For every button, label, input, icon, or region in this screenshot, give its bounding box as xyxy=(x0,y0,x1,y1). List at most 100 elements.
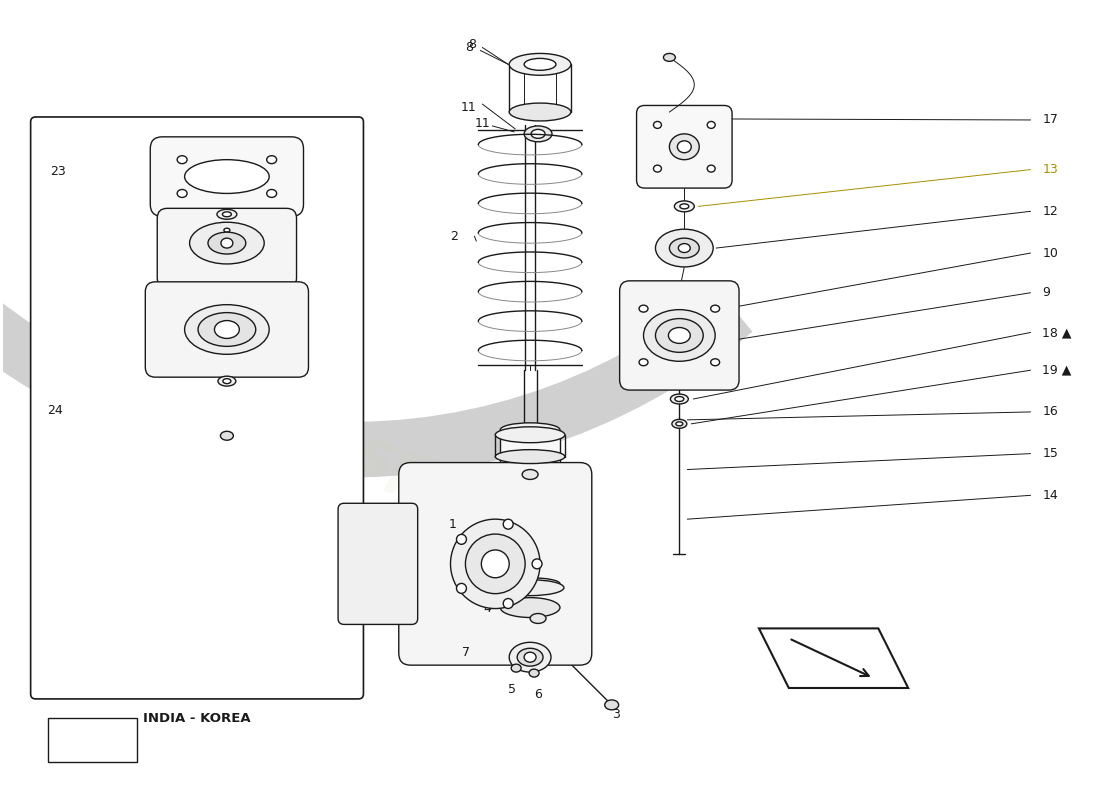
Text: a supplier for parts: a supplier for parts xyxy=(156,512,393,606)
Ellipse shape xyxy=(670,394,689,404)
Ellipse shape xyxy=(495,427,565,442)
Ellipse shape xyxy=(217,210,236,219)
Text: 19 ▲: 19 ▲ xyxy=(1043,364,1071,377)
Text: 4: 4 xyxy=(483,602,492,615)
Text: 13: 13 xyxy=(1043,163,1058,176)
Ellipse shape xyxy=(495,450,565,463)
Ellipse shape xyxy=(707,122,715,128)
Ellipse shape xyxy=(224,228,230,232)
Text: 8: 8 xyxy=(469,38,476,51)
Ellipse shape xyxy=(524,652,536,662)
Ellipse shape xyxy=(509,642,551,672)
Ellipse shape xyxy=(672,419,686,428)
Ellipse shape xyxy=(524,126,552,142)
Ellipse shape xyxy=(266,190,276,198)
Text: ▲ = 1: ▲ = 1 xyxy=(75,734,110,746)
Ellipse shape xyxy=(656,229,713,267)
Ellipse shape xyxy=(675,422,683,426)
Text: 11: 11 xyxy=(474,118,491,130)
Ellipse shape xyxy=(223,378,231,384)
Ellipse shape xyxy=(670,238,700,258)
Ellipse shape xyxy=(220,431,233,440)
Ellipse shape xyxy=(189,222,264,264)
Ellipse shape xyxy=(522,470,538,479)
Ellipse shape xyxy=(198,313,255,346)
Ellipse shape xyxy=(530,614,546,623)
Ellipse shape xyxy=(663,54,675,62)
Text: 17: 17 xyxy=(1043,114,1058,126)
Ellipse shape xyxy=(500,598,560,618)
Text: 2: 2 xyxy=(451,230,459,242)
Ellipse shape xyxy=(669,327,691,343)
Ellipse shape xyxy=(639,305,648,312)
Ellipse shape xyxy=(639,358,648,366)
FancyBboxPatch shape xyxy=(145,282,308,377)
Ellipse shape xyxy=(653,122,661,128)
Ellipse shape xyxy=(177,190,187,198)
Ellipse shape xyxy=(670,134,700,160)
Ellipse shape xyxy=(711,358,719,366)
Ellipse shape xyxy=(177,156,187,164)
Ellipse shape xyxy=(465,534,525,594)
Text: 5: 5 xyxy=(508,683,516,697)
Ellipse shape xyxy=(185,160,270,194)
Ellipse shape xyxy=(185,305,270,354)
Ellipse shape xyxy=(517,648,543,666)
Ellipse shape xyxy=(524,58,556,70)
Ellipse shape xyxy=(675,397,684,402)
FancyBboxPatch shape xyxy=(619,281,739,390)
Text: eurospares: eurospares xyxy=(200,376,585,551)
Ellipse shape xyxy=(500,578,560,590)
Ellipse shape xyxy=(208,232,245,254)
FancyBboxPatch shape xyxy=(637,106,733,188)
Bar xyxy=(47,718,138,762)
Ellipse shape xyxy=(451,519,540,609)
Ellipse shape xyxy=(509,103,571,121)
Text: 15: 15 xyxy=(1043,447,1058,460)
Ellipse shape xyxy=(605,700,618,710)
Text: 6: 6 xyxy=(535,689,542,702)
Text: 14: 14 xyxy=(1043,489,1058,502)
Ellipse shape xyxy=(678,141,691,153)
Ellipse shape xyxy=(482,550,509,578)
Text: 23: 23 xyxy=(51,165,66,178)
Ellipse shape xyxy=(512,664,521,672)
FancyBboxPatch shape xyxy=(31,117,363,699)
Ellipse shape xyxy=(500,423,560,437)
Ellipse shape xyxy=(218,376,235,386)
Ellipse shape xyxy=(711,305,719,312)
Ellipse shape xyxy=(653,165,661,172)
Ellipse shape xyxy=(214,321,240,338)
Text: 9: 9 xyxy=(1043,286,1050,299)
FancyBboxPatch shape xyxy=(338,503,418,625)
Text: 7: 7 xyxy=(462,646,471,658)
Ellipse shape xyxy=(456,583,466,594)
Text: 24: 24 xyxy=(47,405,64,418)
Ellipse shape xyxy=(707,165,715,172)
Ellipse shape xyxy=(532,559,542,569)
Ellipse shape xyxy=(503,519,514,529)
Ellipse shape xyxy=(531,130,544,138)
Ellipse shape xyxy=(509,54,571,75)
Ellipse shape xyxy=(266,156,276,164)
Ellipse shape xyxy=(221,238,233,248)
Ellipse shape xyxy=(679,243,691,253)
Ellipse shape xyxy=(503,598,514,609)
Text: 8: 8 xyxy=(465,41,473,54)
Text: 16: 16 xyxy=(1043,406,1058,418)
Text: 12: 12 xyxy=(1043,205,1058,218)
Text: 10: 10 xyxy=(1043,246,1058,259)
Text: since 1985: since 1985 xyxy=(331,575,534,670)
Text: INDIA - KOREA: INDIA - KOREA xyxy=(143,712,251,725)
Text: 11: 11 xyxy=(461,101,476,114)
Ellipse shape xyxy=(222,212,231,217)
FancyBboxPatch shape xyxy=(399,462,592,665)
Text: 1: 1 xyxy=(449,518,456,530)
Ellipse shape xyxy=(529,669,539,677)
Ellipse shape xyxy=(644,310,715,362)
Text: 18 ▲: 18 ▲ xyxy=(1043,326,1072,339)
Bar xyxy=(500,430,560,584)
FancyBboxPatch shape xyxy=(151,137,304,216)
Ellipse shape xyxy=(656,318,703,352)
Ellipse shape xyxy=(220,226,233,234)
